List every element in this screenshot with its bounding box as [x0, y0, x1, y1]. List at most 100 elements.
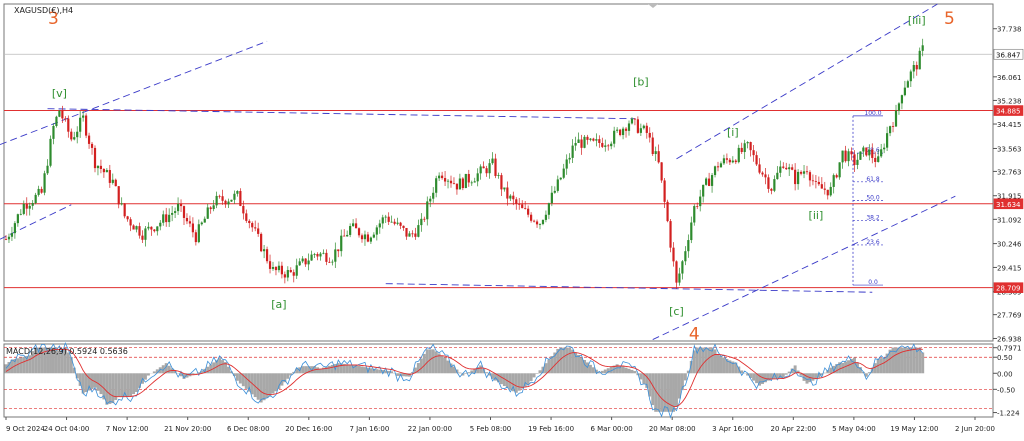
candle-body — [583, 136, 586, 148]
candle-body — [268, 261, 272, 269]
candle-body — [260, 233, 263, 252]
wave-label: [b] — [633, 76, 649, 89]
candle-body — [64, 118, 67, 120]
candle-body — [488, 163, 491, 174]
candle-body — [627, 123, 631, 131]
candle-body — [438, 175, 441, 179]
candle-body — [829, 186, 832, 196]
candle-body — [847, 151, 850, 162]
candle-body — [271, 266, 275, 269]
candle-body — [678, 273, 681, 283]
candle-body — [547, 203, 550, 215]
candle-body — [87, 135, 91, 144]
time-tick-label: 7 Jan 16:00 — [349, 425, 389, 433]
candle-body — [702, 184, 705, 197]
candle-body — [888, 126, 892, 134]
candle-body — [503, 187, 506, 190]
candle-body — [31, 203, 34, 206]
candle-body — [610, 143, 613, 147]
candle-body — [304, 258, 307, 265]
candle-body — [877, 156, 880, 162]
candle-body — [844, 150, 847, 162]
fib-level-label: 38.2 — [866, 215, 880, 222]
candle-body — [93, 147, 97, 169]
candle-body — [651, 137, 654, 155]
candle-body — [277, 265, 281, 271]
candle-body — [399, 222, 402, 226]
candle-body — [749, 142, 752, 151]
candle-body — [408, 233, 411, 237]
price-tick-label: 37.738 — [997, 26, 1022, 34]
candle-body — [147, 226, 150, 229]
candle-body — [162, 214, 165, 223]
candle-body — [313, 254, 316, 255]
candle-body — [758, 164, 761, 173]
candle-body — [645, 125, 648, 133]
price-tick-label: 34.415 — [997, 121, 1022, 129]
candle-body — [811, 180, 815, 182]
candle-body — [470, 182, 473, 184]
candle-body — [461, 178, 464, 189]
candle-body — [506, 187, 509, 199]
candle-body — [405, 227, 408, 237]
wave-label: 3 — [48, 9, 59, 29]
candle-body — [897, 103, 901, 111]
candle-body — [921, 45, 924, 51]
candle-body — [135, 226, 138, 230]
candle-body — [710, 175, 714, 186]
time-tick-label: 19 Feb 16:00 — [528, 425, 574, 433]
candle-body — [105, 170, 108, 173]
candle-body — [337, 249, 340, 252]
candle-body — [485, 168, 488, 174]
candle-body — [111, 179, 114, 183]
candle-body — [138, 226, 141, 236]
candle-body — [669, 221, 672, 248]
candle-body — [624, 128, 628, 131]
candle-body — [871, 149, 874, 158]
candle-body — [28, 205, 31, 209]
candle-body — [289, 269, 292, 273]
candle-body — [719, 163, 723, 168]
candle-body — [788, 167, 791, 170]
price-tick-label: 33.563 — [997, 145, 1022, 153]
channel-lower-right — [652, 195, 956, 340]
candle-body — [817, 181, 820, 185]
candle-body — [491, 158, 494, 164]
candle-body — [283, 274, 286, 278]
candle-body — [334, 249, 337, 262]
channel-upper-right — [676, 3, 938, 160]
candle-body — [675, 261, 678, 283]
price-tick-label: 31.915 — [997, 193, 1022, 201]
fib-level-label: 61.8 — [866, 176, 880, 183]
price-tag-box — [993, 105, 1024, 116]
candle-body — [832, 175, 835, 187]
candle-body — [363, 234, 367, 240]
macd-tick-label: -1.224 — [997, 410, 1020, 418]
candle-body — [663, 180, 666, 202]
candle-body — [737, 147, 740, 163]
candle-body — [509, 195, 512, 199]
candle-body — [808, 172, 812, 181]
candle-body — [699, 196, 702, 207]
price-tick-label: 29.415 — [997, 264, 1022, 272]
candle-body — [835, 175, 838, 178]
candle-body — [209, 207, 212, 210]
candle-body — [319, 253, 322, 257]
candle-body — [185, 217, 189, 222]
channel-upper-left — [0, 40, 268, 145]
candle-body — [538, 224, 542, 225]
candle-body — [802, 171, 806, 174]
candle-body — [500, 175, 503, 190]
macd-tick-label: 0.50 — [997, 354, 1013, 362]
time-tick-label: 22 Jan 00:00 — [408, 425, 452, 433]
candle-body — [826, 189, 829, 196]
candle-body — [194, 232, 197, 243]
candle-body — [601, 142, 604, 147]
candle-body — [823, 188, 826, 190]
candle-body — [99, 165, 103, 170]
candle-body — [52, 125, 55, 139]
candle-body — [607, 145, 610, 147]
candle-body — [90, 143, 94, 148]
